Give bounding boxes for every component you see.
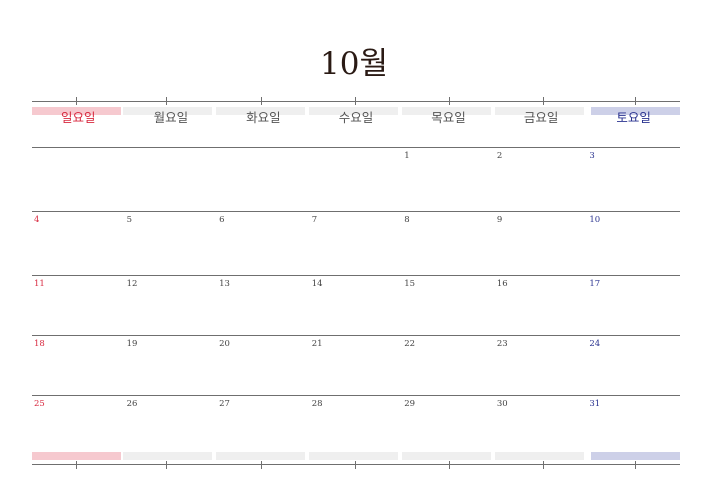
- day-cell[interactable]: 15: [404, 279, 416, 289]
- day-cell[interactable]: 3: [589, 151, 595, 161]
- week-row: 4 5 6 7 8 9 10: [32, 215, 680, 265]
- week-rule: [32, 147, 680, 148]
- day-cell[interactable]: [310, 151, 403, 201]
- week-row: 25 26 27 28 29 30 31: [32, 399, 680, 449]
- footer-bar: [216, 452, 305, 460]
- week-rule: [32, 275, 680, 276]
- day-cell[interactable]: 18: [34, 339, 45, 349]
- day-cell[interactable]: 23: [496, 339, 508, 349]
- day-cell[interactable]: [125, 151, 218, 201]
- day-cell[interactable]: 9: [496, 215, 503, 225]
- week-rule: [32, 211, 680, 212]
- top-tick: [635, 97, 636, 105]
- month-title: 10월: [320, 46, 388, 82]
- bottom-tick: [76, 461, 77, 469]
- bottom-rule: [32, 464, 680, 465]
- footer-bar: [495, 452, 584, 460]
- day-cell[interactable]: 4: [34, 215, 40, 225]
- day-cell[interactable]: 19: [126, 339, 138, 349]
- day-cell[interactable]: 22: [404, 339, 416, 349]
- day-cell[interactable]: 10: [589, 215, 601, 225]
- bottom-tick: [355, 461, 356, 469]
- top-tick: [166, 97, 167, 105]
- day-cell[interactable]: 29: [404, 399, 416, 409]
- day-cell[interactable]: 6: [219, 215, 225, 225]
- top-rule: [32, 101, 680, 102]
- bottom-tick: [543, 461, 544, 469]
- header-bar: [402, 107, 491, 115]
- top-tick: [543, 97, 544, 105]
- day-cell[interactable]: 30: [496, 399, 508, 409]
- footer-bar: [123, 452, 212, 460]
- day-cell[interactable]: 26: [126, 399, 138, 409]
- week-rule: [32, 335, 680, 336]
- bottom-tick: [261, 461, 262, 469]
- day-cell[interactable]: 8: [404, 215, 410, 225]
- day-cell[interactable]: 20: [219, 339, 230, 349]
- day-cell[interactable]: 25: [34, 399, 45, 409]
- day-cell[interactable]: 31: [589, 399, 601, 409]
- footer-bar-sunday: [32, 452, 121, 460]
- weekday-wednesday: 수요일: [338, 110, 374, 125]
- header-bar: [495, 107, 584, 115]
- bottom-tick: [166, 461, 167, 469]
- weekday-header: 일요일 월요일 화요일 수요일 목요일 금요일 토요일: [32, 109, 680, 127]
- day-cell[interactable]: 21: [311, 339, 323, 349]
- footer-bar: [309, 452, 398, 460]
- footer-bar: [402, 452, 491, 460]
- weekday-friday: 금요일: [523, 110, 559, 125]
- bottom-tick: [635, 461, 636, 469]
- weekday-sunday: 일요일: [61, 110, 96, 125]
- top-tick: [76, 97, 77, 105]
- day-cell[interactable]: 13: [219, 279, 230, 289]
- day-cell[interactable]: 24: [589, 339, 601, 349]
- week-row: 11 12 13 14 15 16 17: [32, 279, 680, 329]
- header-bar: [123, 107, 212, 115]
- day-cell[interactable]: 11: [34, 279, 45, 289]
- day-cell[interactable]: 5: [126, 215, 132, 225]
- day-cell[interactable]: 17: [589, 279, 601, 289]
- week-row: 18 19 20 21 22 23 24: [32, 339, 680, 389]
- weekday-monday: 월요일: [153, 110, 189, 125]
- top-tick: [355, 97, 356, 105]
- week-rule: [32, 395, 680, 396]
- header-bar-saturday: [591, 107, 680, 115]
- top-tick: [261, 97, 262, 105]
- week-row: 1 2 3: [32, 151, 680, 201]
- top-tick: [449, 97, 450, 105]
- weekday-tuesday: 화요일: [246, 110, 281, 125]
- header-bar: [216, 107, 305, 115]
- day-cell[interactable]: [217, 151, 310, 201]
- day-cell[interactable]: 1: [404, 151, 410, 161]
- header-bar-sunday: [32, 107, 121, 115]
- day-cell[interactable]: 27: [219, 399, 230, 409]
- day-cell[interactable]: 2: [496, 151, 503, 161]
- day-cell[interactable]: 7: [311, 215, 318, 225]
- day-cell[interactable]: 16: [496, 279, 508, 289]
- day-cell[interactable]: 28: [311, 399, 323, 409]
- weekday-saturday: 토요일: [616, 110, 651, 125]
- header-bar: [309, 107, 398, 115]
- weekday-thursday: 목요일: [431, 110, 466, 125]
- day-cell[interactable]: 14: [311, 279, 323, 289]
- footer-bar-saturday: [591, 452, 680, 460]
- day-cell[interactable]: [32, 151, 125, 201]
- bottom-tick: [449, 461, 450, 469]
- day-cell[interactable]: 12: [126, 279, 138, 289]
